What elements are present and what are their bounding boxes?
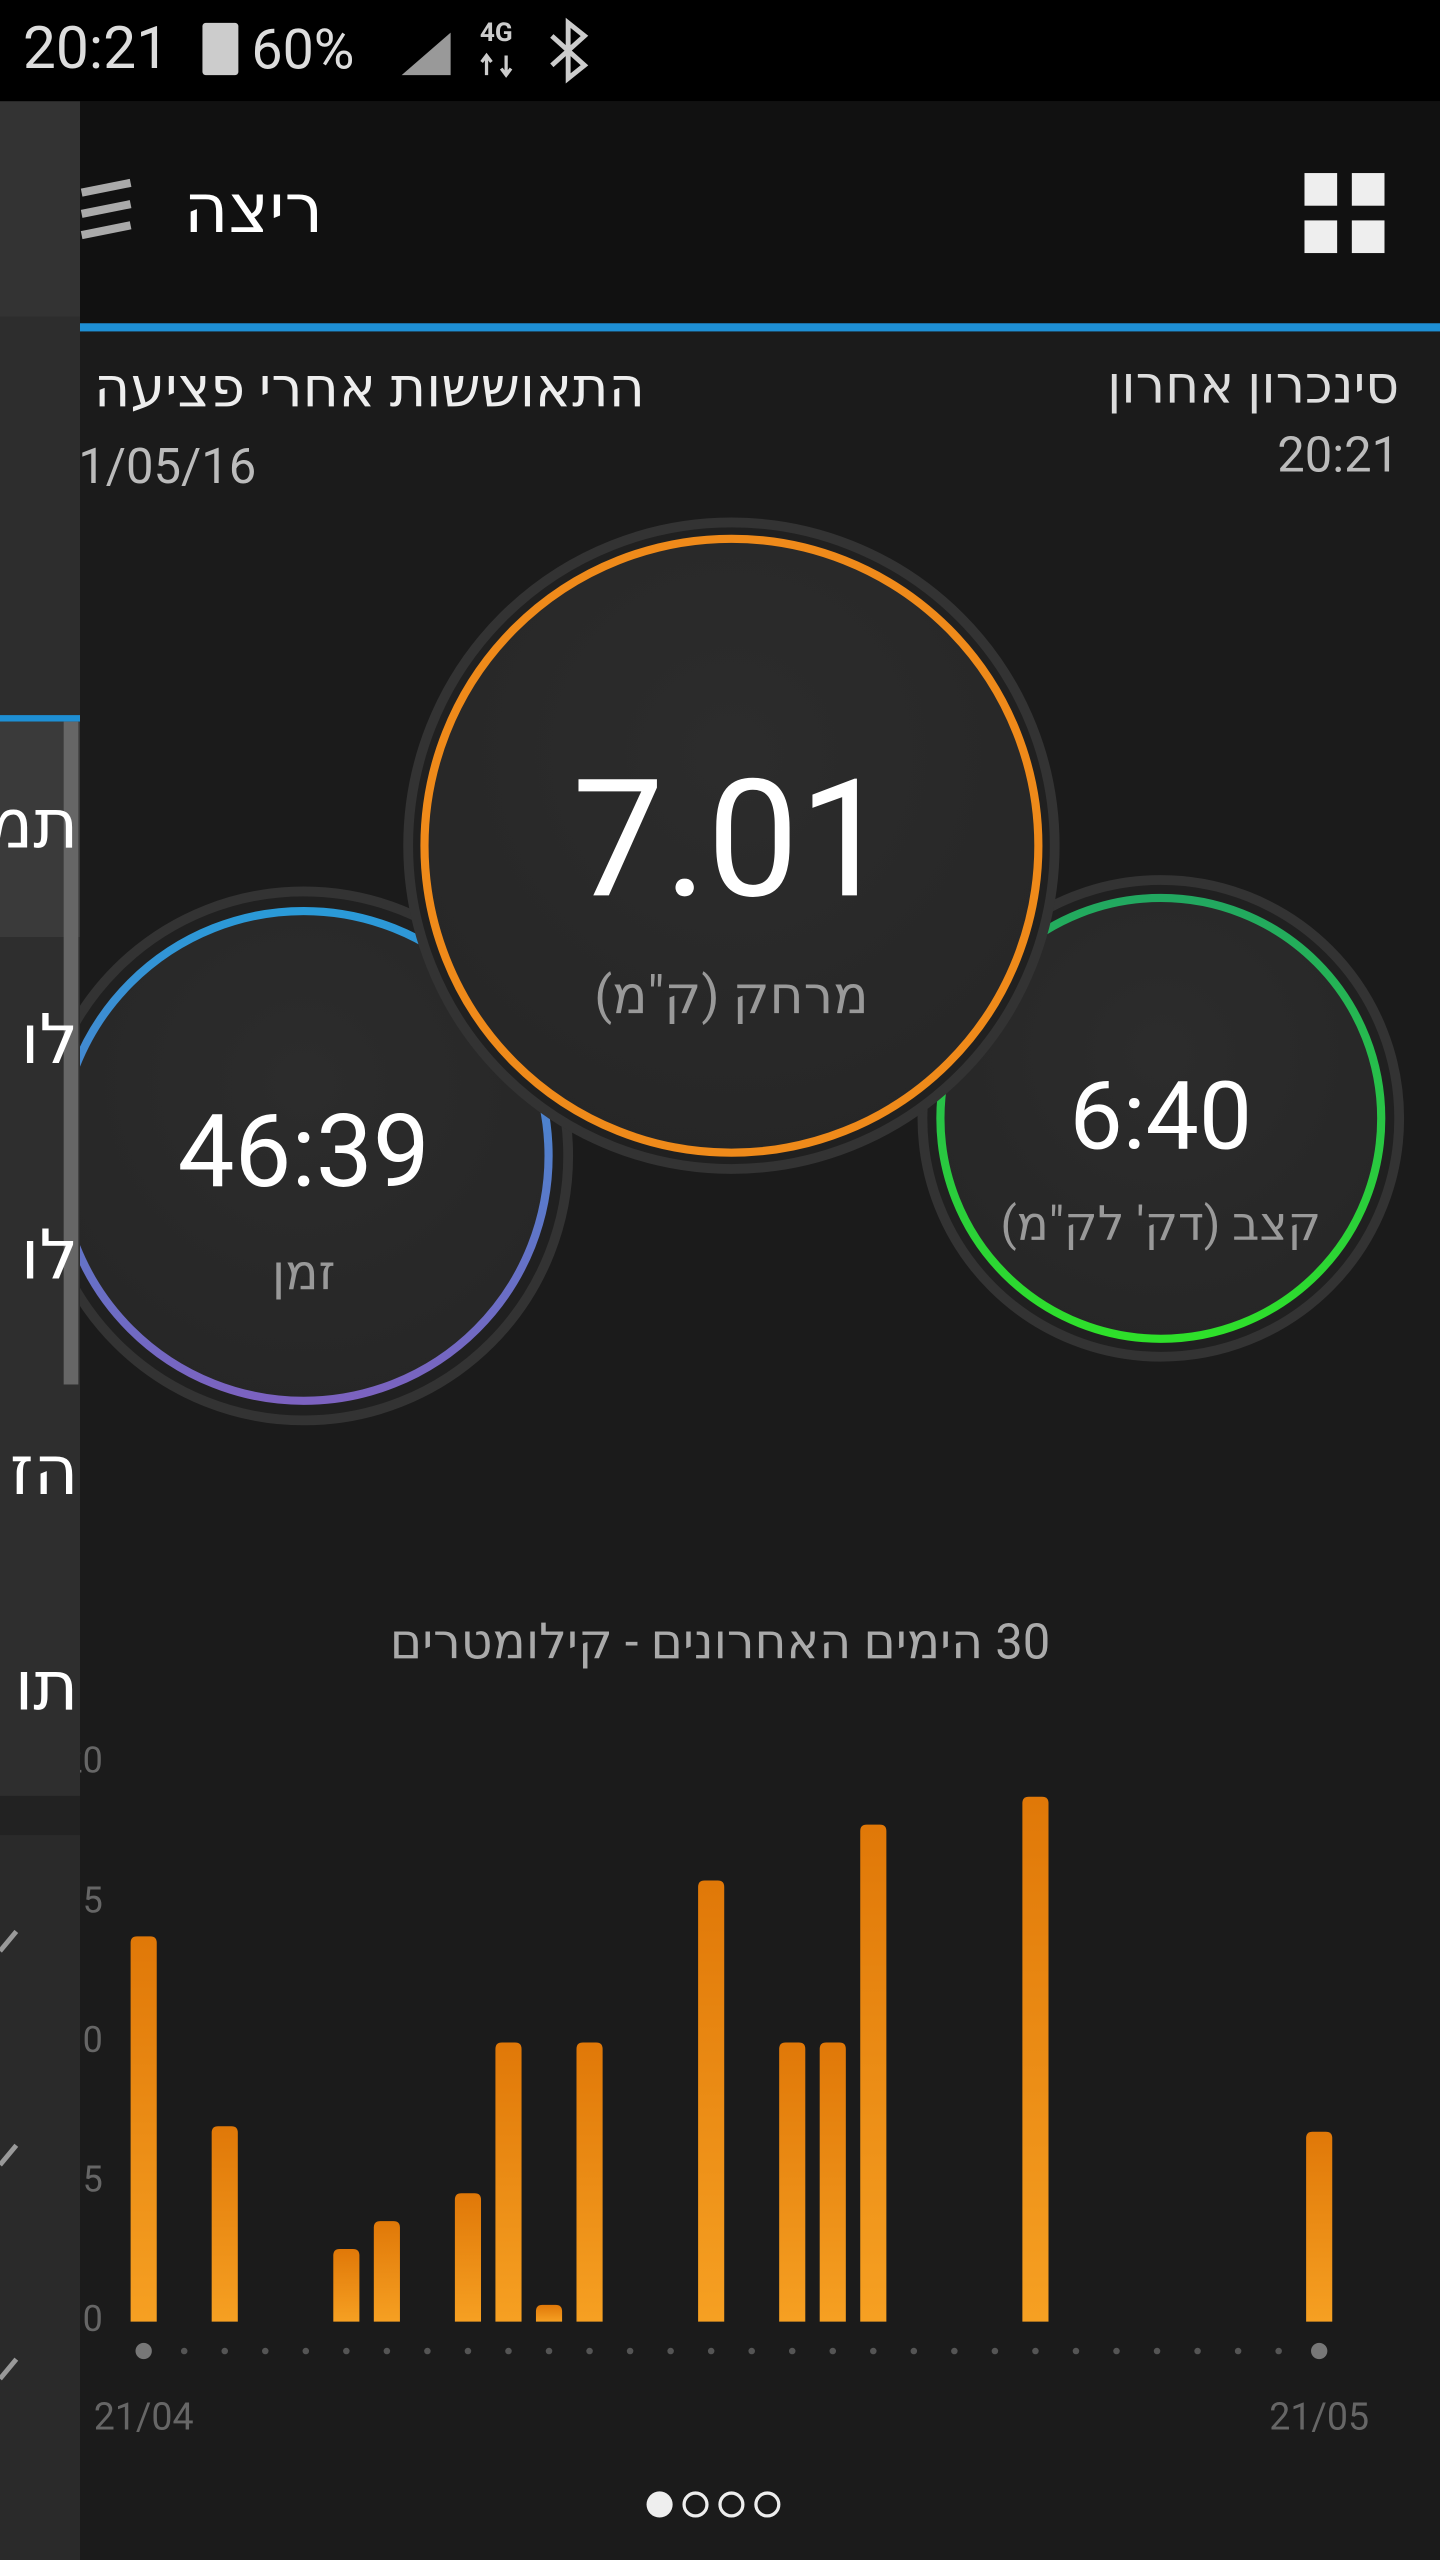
x-tick xyxy=(464,2347,472,2355)
activity-date: 21/05/16 xyxy=(51,438,257,495)
bar xyxy=(373,2221,400,2322)
app-bar-accent xyxy=(0,323,1440,332)
stat-value: 46:39 xyxy=(178,1092,430,1211)
y-tick-label: 0 xyxy=(83,2298,103,2340)
x-tick xyxy=(951,2347,958,2355)
bar xyxy=(211,2126,238,2322)
x-tick xyxy=(991,2347,999,2355)
bar xyxy=(535,2304,563,2322)
x-tick xyxy=(1275,2347,1282,2355)
bar xyxy=(860,1824,887,2322)
x-tick xyxy=(910,2347,918,2355)
x-tick xyxy=(180,2347,188,2355)
x-tick xyxy=(1113,2347,1120,2355)
drawer-item[interactable]: הז xyxy=(10,1430,79,1511)
sync-time: 20:21 xyxy=(1277,427,1399,484)
stat-value: 7.01 xyxy=(572,744,890,935)
x-tick xyxy=(586,2347,593,2355)
x-tick xyxy=(829,2347,837,2355)
bar xyxy=(819,2042,846,2322)
x-tick xyxy=(302,2347,310,2355)
status-bar xyxy=(0,0,1440,102)
bar xyxy=(698,1880,725,2322)
stat-value: 6:40 xyxy=(1070,1061,1253,1172)
time-stat[interactable]: 46:39 זמן xyxy=(34,886,574,1426)
x-tick xyxy=(343,2347,350,2355)
network-type: 4G xyxy=(480,18,513,48)
drawer-item[interactable]: תו xyxy=(15,1646,79,1727)
bar xyxy=(1022,1796,1049,2322)
pace-stat[interactable]: 6:40 קצב (דק' לק"מ) xyxy=(917,875,1405,1362)
x-tick xyxy=(626,2347,634,2355)
distance-stat[interactable]: 7.01 מרחק (ק"מ) xyxy=(403,517,1060,1174)
x-tick xyxy=(1234,2347,1242,2355)
stat-label: קצב (דק' לק"מ) xyxy=(1000,1196,1321,1252)
x-tick xyxy=(667,2347,674,2355)
bluetooth-icon xyxy=(550,17,589,84)
nav-drawer: תמ לו לו הז תו xyxy=(0,101,80,2560)
x-tick xyxy=(545,2347,553,2355)
bar xyxy=(1306,2131,1333,2322)
x-tick xyxy=(1032,2347,1039,2355)
x-tick xyxy=(505,2347,512,2355)
x-tick xyxy=(424,2347,431,2355)
drawer-item[interactable]: לו xyxy=(21,1215,79,1296)
x-tick xyxy=(135,2342,152,2360)
status-time: 20:21 xyxy=(23,14,169,83)
x-tick xyxy=(1072,2347,1080,2355)
stat-label: זמן xyxy=(272,1245,336,1302)
page-indicator xyxy=(646,2491,781,2518)
screen-title: ריצה xyxy=(184,168,324,249)
bar xyxy=(495,2042,522,2322)
battery-icon xyxy=(202,22,239,76)
activity-name: התאוששות אחרי פציעה xyxy=(94,355,645,420)
x-tick xyxy=(1153,2347,1161,2355)
x-tick xyxy=(262,2347,269,2355)
menu-icon[interactable] xyxy=(80,178,132,240)
y-tick-label: 5 xyxy=(83,2159,103,2201)
bar xyxy=(130,1936,157,2322)
x-tick xyxy=(383,2347,391,2355)
sync-label: סינכרון אחרון xyxy=(1107,354,1399,415)
x-tick xyxy=(788,2347,796,2355)
x-tick-label: 21/05 xyxy=(1269,2396,1369,2440)
x-tick xyxy=(870,2347,877,2355)
stat-label: מרחק (ק"מ) xyxy=(594,965,868,1026)
drawer-item[interactable]: לו xyxy=(21,999,79,1080)
app-bar xyxy=(0,101,1440,324)
x-tick-label: 21/04 xyxy=(94,2396,194,2440)
widgets-button[interactable] xyxy=(1304,173,1385,254)
x-tick xyxy=(1194,2347,1201,2355)
battery-level: 60% xyxy=(251,18,354,83)
bar xyxy=(333,2249,360,2322)
bar xyxy=(454,2193,482,2322)
x-tick xyxy=(707,2347,715,2355)
chart-title: 30 הימים האחרונים - קילומטרים xyxy=(390,1614,1051,1671)
x-tick xyxy=(748,2347,755,2355)
drawer-item[interactable]: תמ xyxy=(0,783,78,864)
x-tick xyxy=(221,2347,229,2355)
bar xyxy=(576,2042,603,2322)
data-arrows xyxy=(480,52,513,78)
x-tick xyxy=(1311,2342,1328,2360)
bar xyxy=(779,2042,806,2322)
